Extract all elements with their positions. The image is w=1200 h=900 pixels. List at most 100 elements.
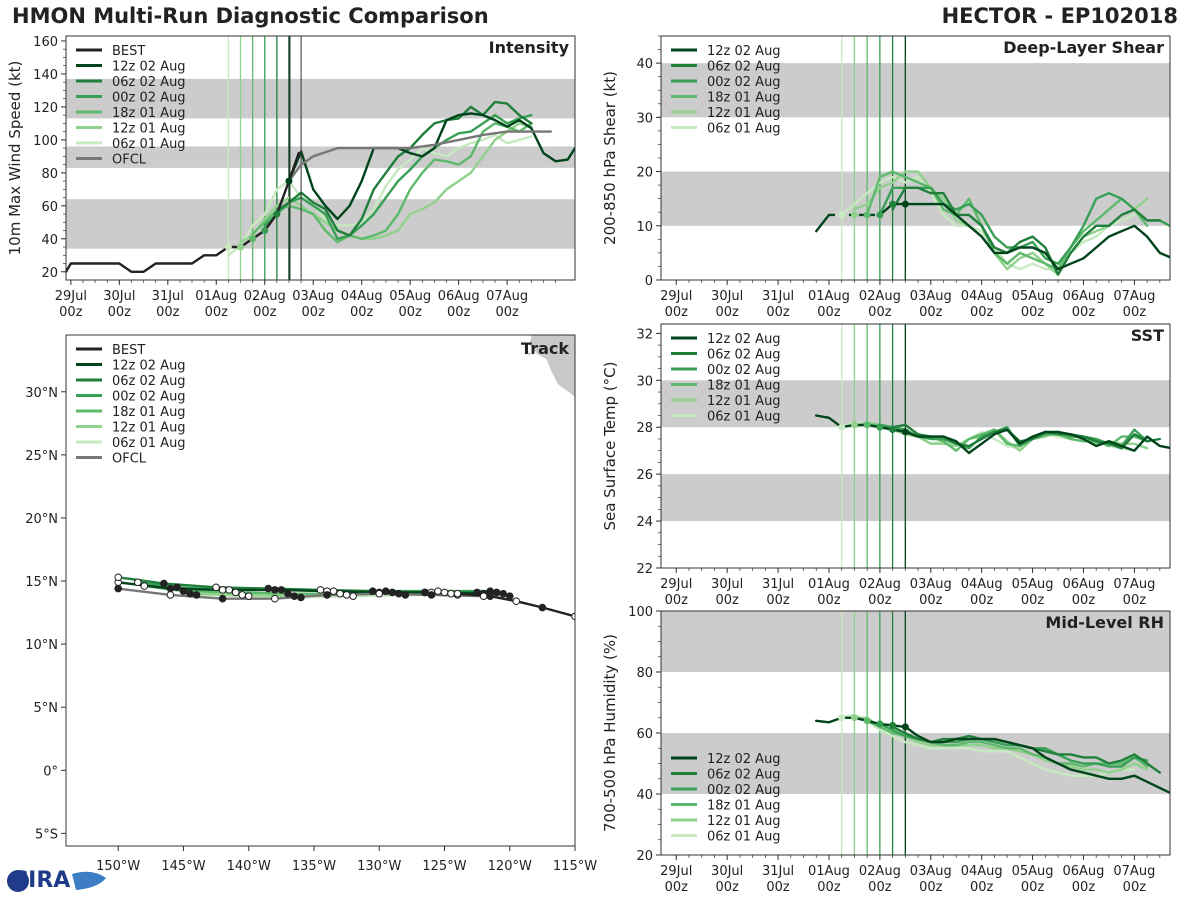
y-tick-label: 20°N [25,512,58,527]
track-point [160,579,168,588]
run-start-dot [876,720,884,728]
x-tick-label: 120°W [488,859,532,874]
x-tick-date: 01Aug [195,289,237,304]
x-tick-label: 125°W [422,859,466,874]
series-line [891,186,1162,276]
x-tick-date: 30Jul [711,577,743,592]
ofcl-point [218,594,227,603]
y-tick-label: 120 [33,101,58,116]
track-point [395,589,403,598]
x-tick-label: 145°W [161,859,205,874]
track-point [349,592,357,600]
x-tick-hour: 00z [817,305,841,320]
x-tick-date: 31Jul [762,289,794,304]
threshold-band [661,171,1170,226]
series-line [878,186,1170,265]
legend-label: 18z 01 Aug [707,91,781,106]
x-tick-date: 05Aug [1012,864,1054,879]
track-point [140,582,149,590]
legend-label: 12z 01 Aug [112,122,186,137]
series-line [275,100,533,237]
x-tick-hour: 00z [495,305,519,320]
y-tick-label: 25°N [25,449,58,464]
best-point [538,603,547,612]
track-point [388,588,397,597]
track-point [186,589,194,598]
x-tick-date: 04Aug [961,864,1003,879]
x-tick-date: 03Aug [910,289,952,304]
track-point [316,586,325,594]
x-tick-hour: 00z [715,593,739,608]
series-line [904,428,1170,455]
x-tick-date: 02Aug [859,577,901,592]
track-point [192,591,201,599]
track-point [290,592,299,600]
threshold-band [661,611,1170,672]
x-tick-date: 31Jul [762,577,794,592]
x-tick-date: 06Aug [1063,864,1105,879]
y-tick-label: 80 [636,666,653,681]
track-point [271,586,279,594]
best-point [486,592,494,600]
legend-label: 12z 02 Aug [707,44,781,59]
y-tick-label: 5°S [35,827,58,842]
legend-label: 00z 02 Aug [707,75,781,90]
run-start-dot [901,723,909,731]
x-tick-hour: 00z [205,305,229,320]
intensity-plot-area [66,36,575,280]
x-tick-label: 135°W [292,859,336,874]
x-tick-hour: 00z [59,305,83,320]
run-start-dot [850,421,858,429]
y-tick-label: 10°N [25,638,58,653]
series-line [840,713,1136,777]
x-tick-date: 04Aug [341,289,383,304]
x-tick-date: 02Aug [859,864,901,879]
x-tick-date: 07Aug [1113,864,1155,879]
shear-plot-area [661,36,1170,280]
track-point [505,592,514,600]
x-tick-hour: 00z [1072,305,1096,320]
y-axis-label: 10m Max Wind Speed (kt) [6,61,24,256]
track-point [244,592,253,600]
x-tick-date: 02Aug [244,289,286,304]
best-point [571,612,575,621]
x-tick-date: 07Aug [486,289,528,304]
track-point [381,587,390,595]
legend-label: 06z 02 Aug [707,60,781,75]
track-point [225,586,233,594]
series-line [904,202,1170,271]
x-tick-date: 03Aug [910,864,952,879]
y-tick-label: 5°N [34,701,59,716]
x-tick-date: 31Jul [762,864,794,879]
rh-panel: 2040608010029Jul00z30Jul00z31Jul00z01Aug… [601,605,1171,895]
x-tick-hour: 00z [766,880,790,895]
track-plot-area [114,335,575,621]
x-tick-date: 01Aug [808,577,850,592]
legend-label: 12z 01 Aug [707,106,781,121]
track-point [173,583,181,592]
x-tick-hour: 00z [350,305,374,320]
legend-label: 06z 02 Aug [707,348,781,363]
threshold-band [66,78,575,119]
y-tick-label: 60 [41,200,58,215]
x-tick-date: 05Aug [389,289,431,304]
y-tick-label: 0° [43,764,58,779]
run-start-dot [863,421,871,429]
track-point [342,591,351,599]
legend-label: 06z 01 Aug [112,436,186,451]
x-tick-hour: 00z [919,593,943,608]
track-point [473,588,481,597]
x-tick-hour: 00z [766,593,790,608]
panel-title: Deep-Layer Shear [1003,38,1164,57]
legend-label: 06z 01 Aug [707,122,781,137]
x-tick-date: 04Aug [961,577,1003,592]
run-start-dot [889,426,897,434]
legend-label: 00z 02 Aug [112,91,186,106]
x-tick-date: 02Aug [859,289,901,304]
best-point [453,589,462,598]
x-tick-hour: 00z [108,305,132,320]
x-tick-hour: 00z [1021,305,1045,320]
